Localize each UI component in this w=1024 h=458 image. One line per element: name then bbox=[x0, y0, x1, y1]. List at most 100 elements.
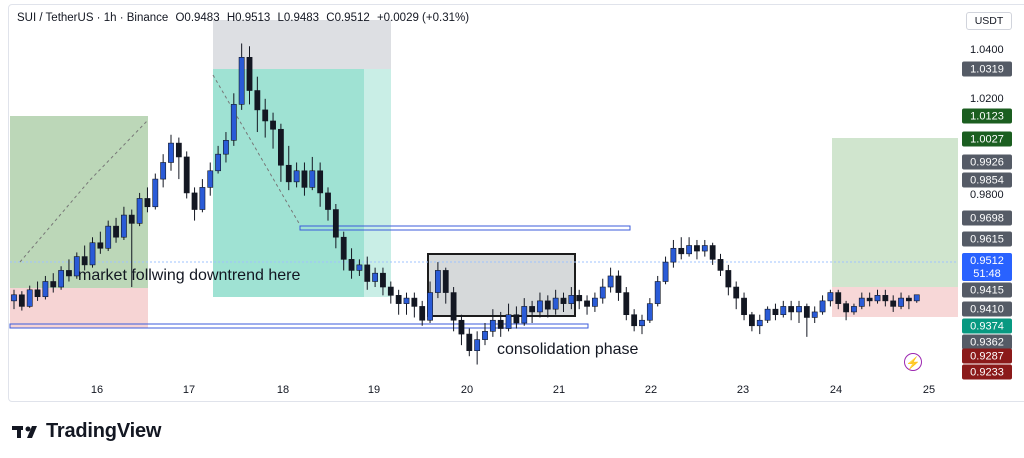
currency-button[interactable]: USDT bbox=[966, 12, 1012, 30]
price-tag-bg bbox=[962, 301, 1012, 317]
price-tag-label: 0.9615 bbox=[970, 234, 1004, 246]
candle bbox=[544, 295, 551, 318]
candle bbox=[890, 295, 897, 312]
short-target-zone-faded bbox=[364, 69, 391, 297]
brand-name: TradingView bbox=[46, 420, 162, 442]
candle bbox=[733, 281, 740, 310]
price-tag-label: 0.9926 bbox=[970, 157, 1004, 169]
candle bbox=[73, 252, 80, 279]
candle-body bbox=[725, 270, 732, 288]
candle bbox=[128, 209, 135, 288]
candle-body bbox=[670, 247, 677, 263]
candle-body bbox=[584, 300, 590, 307]
candle-body bbox=[552, 297, 559, 310]
candle bbox=[411, 292, 418, 318]
y-tick-label: 0.9800 bbox=[970, 189, 1004, 201]
candle bbox=[796, 300, 802, 324]
candle bbox=[756, 314, 763, 335]
candle bbox=[694, 239, 700, 260]
price-tag-bg bbox=[962, 364, 1012, 380]
candle bbox=[898, 292, 904, 310]
candle bbox=[811, 306, 818, 324]
candle-body bbox=[246, 57, 253, 91]
candle bbox=[254, 76, 261, 133]
candle bbox=[560, 292, 567, 312]
candle bbox=[168, 134, 174, 171]
candle bbox=[623, 287, 630, 321]
candle-body bbox=[348, 259, 355, 271]
brand-logo: TradingView bbox=[12, 420, 161, 443]
y-tick-label: 1.0200 bbox=[970, 93, 1004, 105]
candle-body bbox=[607, 275, 614, 288]
price-tag-label: 1.0123 bbox=[970, 111, 1004, 123]
candle bbox=[11, 289, 17, 310]
candle-body bbox=[262, 109, 269, 122]
price-tag: 0.9233 bbox=[962, 364, 1012, 380]
x-tick-label: 16 bbox=[91, 384, 103, 396]
candle-body bbox=[741, 297, 747, 316]
candle-body bbox=[851, 306, 857, 313]
candle bbox=[105, 220, 112, 252]
candle-body bbox=[591, 297, 598, 307]
candle-body bbox=[890, 300, 897, 307]
x-tick-label: 17 bbox=[183, 384, 195, 396]
candle-body bbox=[489, 319, 496, 332]
candle bbox=[58, 266, 64, 290]
candle bbox=[34, 281, 41, 301]
candle-body bbox=[913, 294, 920, 302]
candle-body bbox=[764, 308, 771, 321]
flash-icon[interactable]: ⚡ bbox=[904, 353, 922, 371]
price-tag-bg bbox=[962, 154, 1012, 170]
price-tag-bg bbox=[962, 172, 1012, 188]
candle-body bbox=[537, 300, 543, 313]
x-tick-label: 20 bbox=[461, 384, 473, 396]
candle-body bbox=[544, 300, 551, 310]
candle-body bbox=[97, 242, 104, 249]
candle bbox=[309, 156, 316, 191]
candle-body bbox=[419, 306, 426, 321]
candle-body bbox=[442, 270, 449, 293]
candle bbox=[701, 239, 708, 257]
candle-body bbox=[73, 256, 80, 277]
candle-body bbox=[866, 297, 873, 302]
candle bbox=[230, 93, 237, 146]
candle bbox=[466, 328, 473, 357]
candle-body bbox=[215, 153, 221, 172]
price-tag: 0.9698 bbox=[962, 210, 1012, 226]
candle bbox=[741, 292, 747, 321]
candle bbox=[615, 270, 622, 301]
candle-body bbox=[497, 319, 504, 329]
candle-body bbox=[639, 319, 645, 327]
candle-body bbox=[380, 272, 386, 288]
x-tick-label: 21 bbox=[553, 384, 565, 396]
candle-body bbox=[144, 198, 151, 208]
price-tag-label: 1.0319 bbox=[970, 64, 1004, 76]
price-tag-label: 0.9374 bbox=[970, 321, 1004, 333]
candle-body bbox=[450, 292, 457, 321]
resistance-line bbox=[299, 225, 631, 231]
tradingview-logo-icon bbox=[12, 425, 37, 438]
price-tag-bg bbox=[962, 131, 1012, 147]
close-value: C0.9512 bbox=[326, 12, 370, 24]
price-tag-bg bbox=[962, 108, 1012, 124]
price-tag: 0.9926 bbox=[962, 154, 1012, 170]
candle-body bbox=[42, 281, 49, 298]
candle bbox=[584, 295, 590, 315]
candle-body bbox=[568, 295, 575, 304]
candle-body bbox=[207, 170, 214, 188]
candle-body bbox=[26, 289, 33, 307]
candle-body bbox=[623, 292, 630, 316]
candle-body bbox=[858, 297, 865, 307]
candle-body bbox=[599, 286, 606, 299]
candle bbox=[482, 323, 488, 346]
candle-body bbox=[701, 245, 708, 252]
candle-body bbox=[835, 292, 842, 304]
candle-body bbox=[748, 314, 755, 327]
high-value: H0.9513 bbox=[226, 12, 271, 24]
candle bbox=[427, 281, 433, 324]
candle bbox=[772, 303, 779, 321]
candle bbox=[513, 306, 520, 329]
candle bbox=[238, 43, 245, 110]
candle-body bbox=[81, 256, 88, 266]
